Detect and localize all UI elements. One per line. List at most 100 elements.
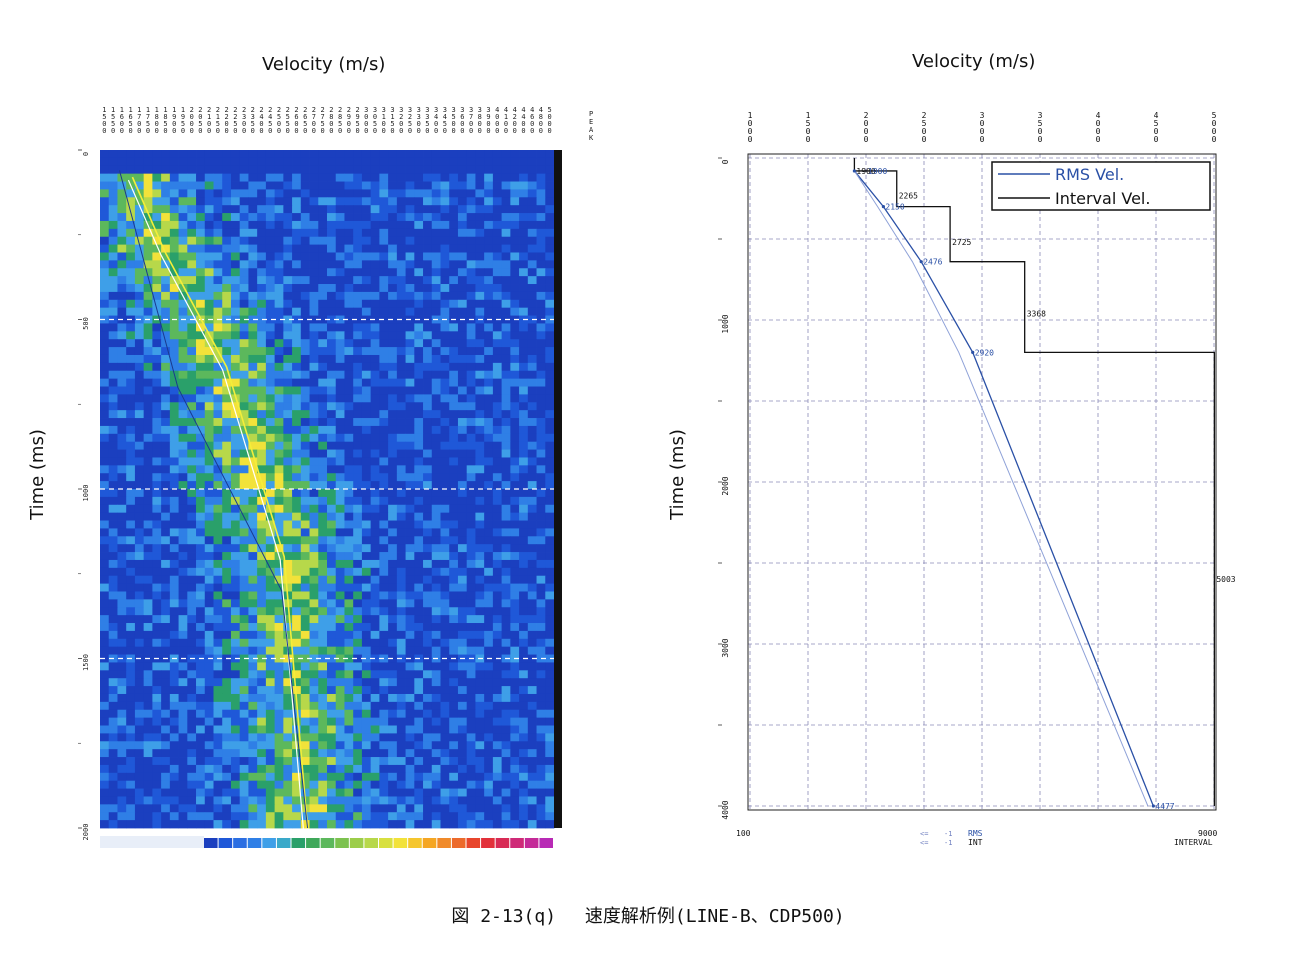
semblance-cell bbox=[318, 165, 328, 175]
semblance-cell bbox=[134, 646, 145, 655]
semblance-cell bbox=[370, 378, 380, 387]
semblance-cell bbox=[353, 725, 363, 734]
semblance-cell bbox=[405, 536, 415, 545]
semblance-cell bbox=[152, 615, 162, 624]
semblance-cell bbox=[405, 205, 415, 214]
top-tick-digit: 5 bbox=[102, 113, 106, 121]
top-tick-digit: 3 bbox=[382, 106, 386, 114]
semblance-cell bbox=[327, 725, 337, 734]
rms-point bbox=[852, 169, 856, 173]
semblance-cell bbox=[527, 433, 537, 443]
top-tick-digit: 8 bbox=[338, 113, 342, 121]
semblance-cell bbox=[423, 512, 433, 521]
x-tick-digit: 0 bbox=[980, 135, 985, 144]
semblance-cell bbox=[536, 607, 546, 616]
semblance-cell bbox=[361, 575, 372, 584]
semblance-cell bbox=[100, 197, 110, 206]
semblance-cell bbox=[545, 347, 555, 356]
semblance-cell bbox=[414, 607, 424, 616]
semblance-cell bbox=[265, 820, 276, 829]
semblance-cell bbox=[117, 354, 127, 364]
semblance-cell bbox=[143, 520, 153, 529]
semblance-cell bbox=[379, 670, 389, 679]
semblance-cell bbox=[274, 489, 284, 498]
semblance-cell bbox=[492, 536, 503, 545]
semblance-cell bbox=[257, 465, 267, 474]
semblance-cell bbox=[204, 788, 214, 797]
semblance-cell bbox=[510, 512, 520, 521]
semblance-cell bbox=[187, 331, 197, 340]
semblance-cell bbox=[152, 457, 162, 466]
semblance-cell bbox=[536, 701, 546, 711]
semblance-cell bbox=[344, 559, 354, 569]
semblance-cell bbox=[466, 552, 476, 561]
semblance-cell bbox=[100, 150, 110, 159]
semblance-cell bbox=[344, 244, 354, 253]
semblance-cell bbox=[265, 394, 276, 403]
semblance-cell bbox=[257, 567, 267, 577]
semblance-cell bbox=[353, 354, 363, 364]
semblance-cell bbox=[370, 591, 380, 600]
semblance-cell bbox=[178, 433, 188, 443]
semblance-cell bbox=[100, 157, 110, 167]
semblance-cell bbox=[449, 362, 459, 372]
semblance-cell bbox=[466, 804, 476, 813]
semblance-cell bbox=[178, 583, 188, 592]
semblance-cell bbox=[379, 623, 389, 632]
semblance-cell bbox=[134, 150, 145, 159]
semblance-cell bbox=[196, 418, 206, 427]
semblance-cell bbox=[536, 536, 546, 545]
semblance-cell bbox=[274, 796, 284, 805]
semblance-cell bbox=[457, 181, 468, 190]
semblance-cell bbox=[100, 772, 110, 782]
semblance-cell bbox=[536, 599, 546, 608]
semblance-cell bbox=[300, 709, 310, 719]
semblance-cell bbox=[484, 181, 494, 190]
semblance-cell bbox=[344, 213, 354, 222]
semblance-cell bbox=[527, 418, 537, 427]
top-tick-digit: 4 bbox=[539, 106, 543, 114]
semblance-cell bbox=[283, 228, 293, 238]
semblance-cell bbox=[379, 544, 389, 553]
semblance-cell bbox=[187, 552, 197, 561]
semblance-cell bbox=[100, 362, 110, 372]
semblance-cell bbox=[300, 583, 310, 592]
semblance-cell bbox=[169, 504, 179, 514]
semblance-cell bbox=[283, 678, 293, 687]
semblance-cell bbox=[248, 623, 258, 632]
semblance-cell bbox=[204, 772, 214, 782]
semblance-cell bbox=[178, 276, 188, 285]
semblance-cell bbox=[213, 339, 223, 348]
semblance-cell bbox=[501, 244, 511, 253]
semblance-cell bbox=[484, 820, 494, 829]
semblance-cell bbox=[196, 630, 206, 640]
top-tick-digit: 1 bbox=[146, 106, 150, 114]
semblance-cell bbox=[161, 583, 171, 592]
semblance-cell bbox=[161, 788, 171, 797]
semblance-cell bbox=[143, 418, 153, 427]
semblance-cell bbox=[204, 228, 214, 238]
semblance-cell bbox=[405, 504, 415, 514]
semblance-cell bbox=[475, 331, 485, 340]
semblance-cell bbox=[187, 291, 197, 301]
semblance-cell bbox=[318, 583, 328, 592]
semblance-cell bbox=[213, 820, 223, 829]
semblance-cell bbox=[292, 709, 302, 719]
semblance-cell bbox=[257, 441, 267, 450]
semblance-cell bbox=[449, 528, 459, 537]
semblance-cell bbox=[405, 244, 415, 253]
semblance-cell bbox=[248, 291, 258, 301]
semblance-cell bbox=[300, 567, 310, 577]
semblance-cell bbox=[361, 583, 372, 592]
semblance-cell bbox=[126, 630, 136, 640]
semblance-cell bbox=[484, 410, 494, 419]
semblance-cell bbox=[318, 205, 328, 214]
semblance-cell bbox=[344, 362, 354, 372]
semblance-cell bbox=[396, 276, 406, 285]
semblance-cell bbox=[187, 741, 197, 750]
semblance-cell bbox=[204, 465, 214, 474]
semblance-cell bbox=[143, 772, 153, 782]
semblance-cell bbox=[527, 362, 537, 372]
top-tick-digit: 0 bbox=[224, 120, 228, 128]
